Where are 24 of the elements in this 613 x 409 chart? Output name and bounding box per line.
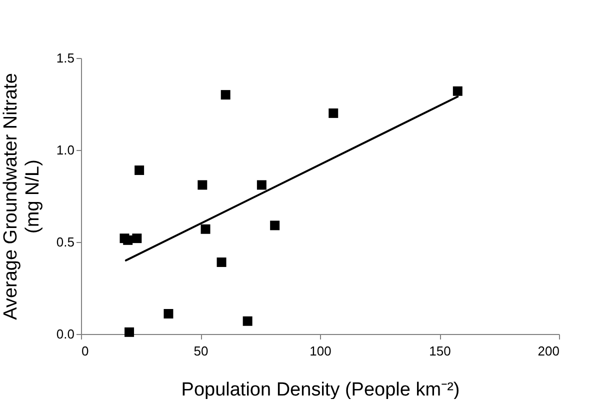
point [452, 86, 462, 96]
point [132, 234, 142, 244]
point [328, 108, 338, 118]
y-tick-label: 0.5 [56, 234, 74, 250]
y-tick-label: 0.0 [56, 326, 74, 342]
x-tick-label: 50 [194, 344, 208, 358]
y-tick-label: 1.0 [56, 142, 74, 158]
x-tick-label: 100 [310, 344, 332, 358]
point [124, 327, 134, 337]
point [164, 309, 174, 319]
point [134, 165, 144, 175]
point [123, 235, 133, 245]
x-tick-label: 150 [429, 344, 451, 358]
x-tick-label: 200 [538, 344, 560, 358]
y-axis-title: Average Groundwater Nitrate (mg N/L) [0, 73, 44, 320]
point [242, 316, 252, 326]
point [200, 224, 210, 234]
point [216, 257, 226, 267]
point [220, 90, 230, 100]
point [256, 180, 266, 190]
y-tick-label: 1.5 [56, 50, 74, 66]
point [270, 220, 280, 230]
point [198, 180, 208, 190]
x-tick-label: 0 [82, 344, 89, 358]
